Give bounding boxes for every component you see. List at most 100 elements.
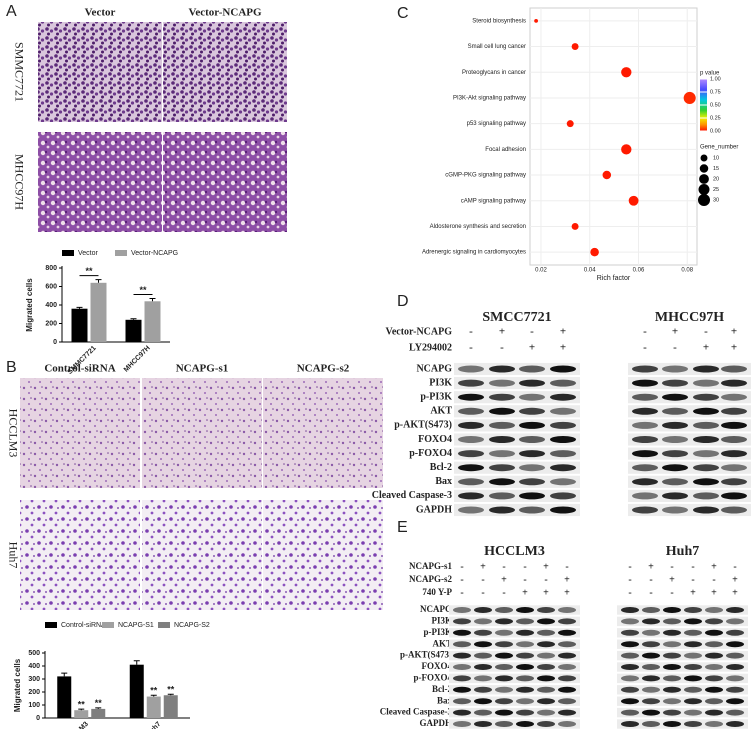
blot-band <box>519 365 545 373</box>
protein-label: Bcl-2 <box>432 684 452 694</box>
blot-strip <box>454 419 580 432</box>
blot-band <box>662 365 688 373</box>
blot-band <box>489 421 515 429</box>
treatment-sign: - <box>530 326 534 338</box>
blot-band <box>693 478 719 486</box>
blot-band <box>663 607 681 613</box>
blot-band <box>726 618 744 625</box>
blot-band <box>458 450 484 458</box>
micrograph <box>263 500 383 610</box>
blot-band <box>519 379 545 387</box>
blot-band <box>516 698 534 705</box>
treatment-sign: + <box>711 587 717 598</box>
treatment-sign: + <box>703 342 709 354</box>
legend-label: 30 <box>713 197 719 203</box>
y-tick-label: Proteoglycans in cancer <box>462 70 526 76</box>
point <box>683 91 696 104</box>
treatment-sign: - <box>469 342 473 354</box>
blot-band <box>721 421 747 429</box>
micrograph <box>142 500 262 610</box>
significance: ** <box>85 266 93 276</box>
treatment-sign: - <box>649 574 652 585</box>
treatment-sign: - <box>469 326 473 338</box>
legend-point <box>700 154 708 162</box>
blot-band <box>474 652 492 659</box>
blot-band <box>537 652 555 659</box>
point <box>571 222 579 230</box>
blot-band <box>458 379 484 387</box>
error-bar <box>95 279 102 283</box>
y-tick-label: 100 <box>28 702 40 709</box>
treatment-sign: + <box>731 342 737 354</box>
treatment-label: 740 Y-P <box>422 587 452 597</box>
blot-strip <box>628 503 751 517</box>
blot-band <box>663 675 681 682</box>
blot-band <box>705 618 723 625</box>
blot-band <box>519 478 545 486</box>
protein-label: p-PI3K <box>423 627 452 637</box>
blot-strip <box>628 475 751 488</box>
treatment-label: NCAPG-s1 <box>409 561 452 571</box>
y-tick-label: 400 <box>28 663 40 670</box>
blot-band <box>458 421 484 429</box>
blot-strip <box>617 605 748 615</box>
legend-label: 0.00 <box>710 128 721 134</box>
protein-label: Cleaved Caspase-3 <box>372 490 452 501</box>
blot-band <box>516 709 534 716</box>
blot-band <box>474 675 492 682</box>
blot-band <box>693 450 719 458</box>
blot-strip <box>449 707 580 718</box>
bar <box>74 710 89 718</box>
point <box>590 247 599 257</box>
treatment-sign: - <box>460 587 463 598</box>
blot-band <box>642 721 660 727</box>
micrograph <box>38 22 162 122</box>
blot-band <box>621 721 639 727</box>
protein-label: PI3K <box>429 377 452 388</box>
row-label: MHCC97H <box>12 154 26 210</box>
error-bar <box>167 693 174 696</box>
blot-band <box>684 709 702 716</box>
blot-band <box>663 629 681 636</box>
treatment-sign: - <box>628 574 631 585</box>
blot-band <box>537 664 555 670</box>
bar <box>144 301 161 342</box>
blot-band <box>489 506 515 514</box>
treatment-sign: + <box>499 326 505 338</box>
legend-label: 25 <box>713 187 719 193</box>
treatment-label: LY294002 <box>409 342 452 353</box>
treatment-label: Vector-NCAPG <box>386 326 453 337</box>
point <box>621 144 632 155</box>
blot-band <box>550 379 576 387</box>
blot-band <box>632 407 658 415</box>
blot-band <box>726 698 744 705</box>
treatment-sign: - <box>670 561 673 572</box>
blot-strip <box>449 673 580 684</box>
blot-band <box>550 421 576 429</box>
blot-band <box>458 407 484 415</box>
blot-band <box>519 393 545 401</box>
blot-band <box>726 686 744 693</box>
micrograph <box>263 378 383 488</box>
blot-band <box>458 464 484 472</box>
blot-band <box>726 652 744 659</box>
blot-band <box>537 607 555 613</box>
blot-band <box>693 365 719 373</box>
blot-band <box>558 709 576 716</box>
blot-band <box>662 492 688 500</box>
legend-title: Gene_number <box>700 145 738 151</box>
blot-band <box>550 450 576 458</box>
micrograph <box>163 22 287 122</box>
x-tick-label: Huh7 <box>145 721 162 729</box>
y-axis-label: Migrated cells <box>25 278 34 332</box>
micrograph <box>38 132 162 232</box>
bar <box>125 319 142 342</box>
protein-label: Cleaved Caspase-3 <box>380 707 453 717</box>
blot-band <box>684 652 702 659</box>
blot-band <box>721 436 747 443</box>
plot-area <box>529 7 698 266</box>
point <box>571 43 579 51</box>
blot-band <box>516 629 534 636</box>
protein-label: p-PI3K <box>420 391 452 402</box>
treatment-sign: - <box>481 587 484 598</box>
